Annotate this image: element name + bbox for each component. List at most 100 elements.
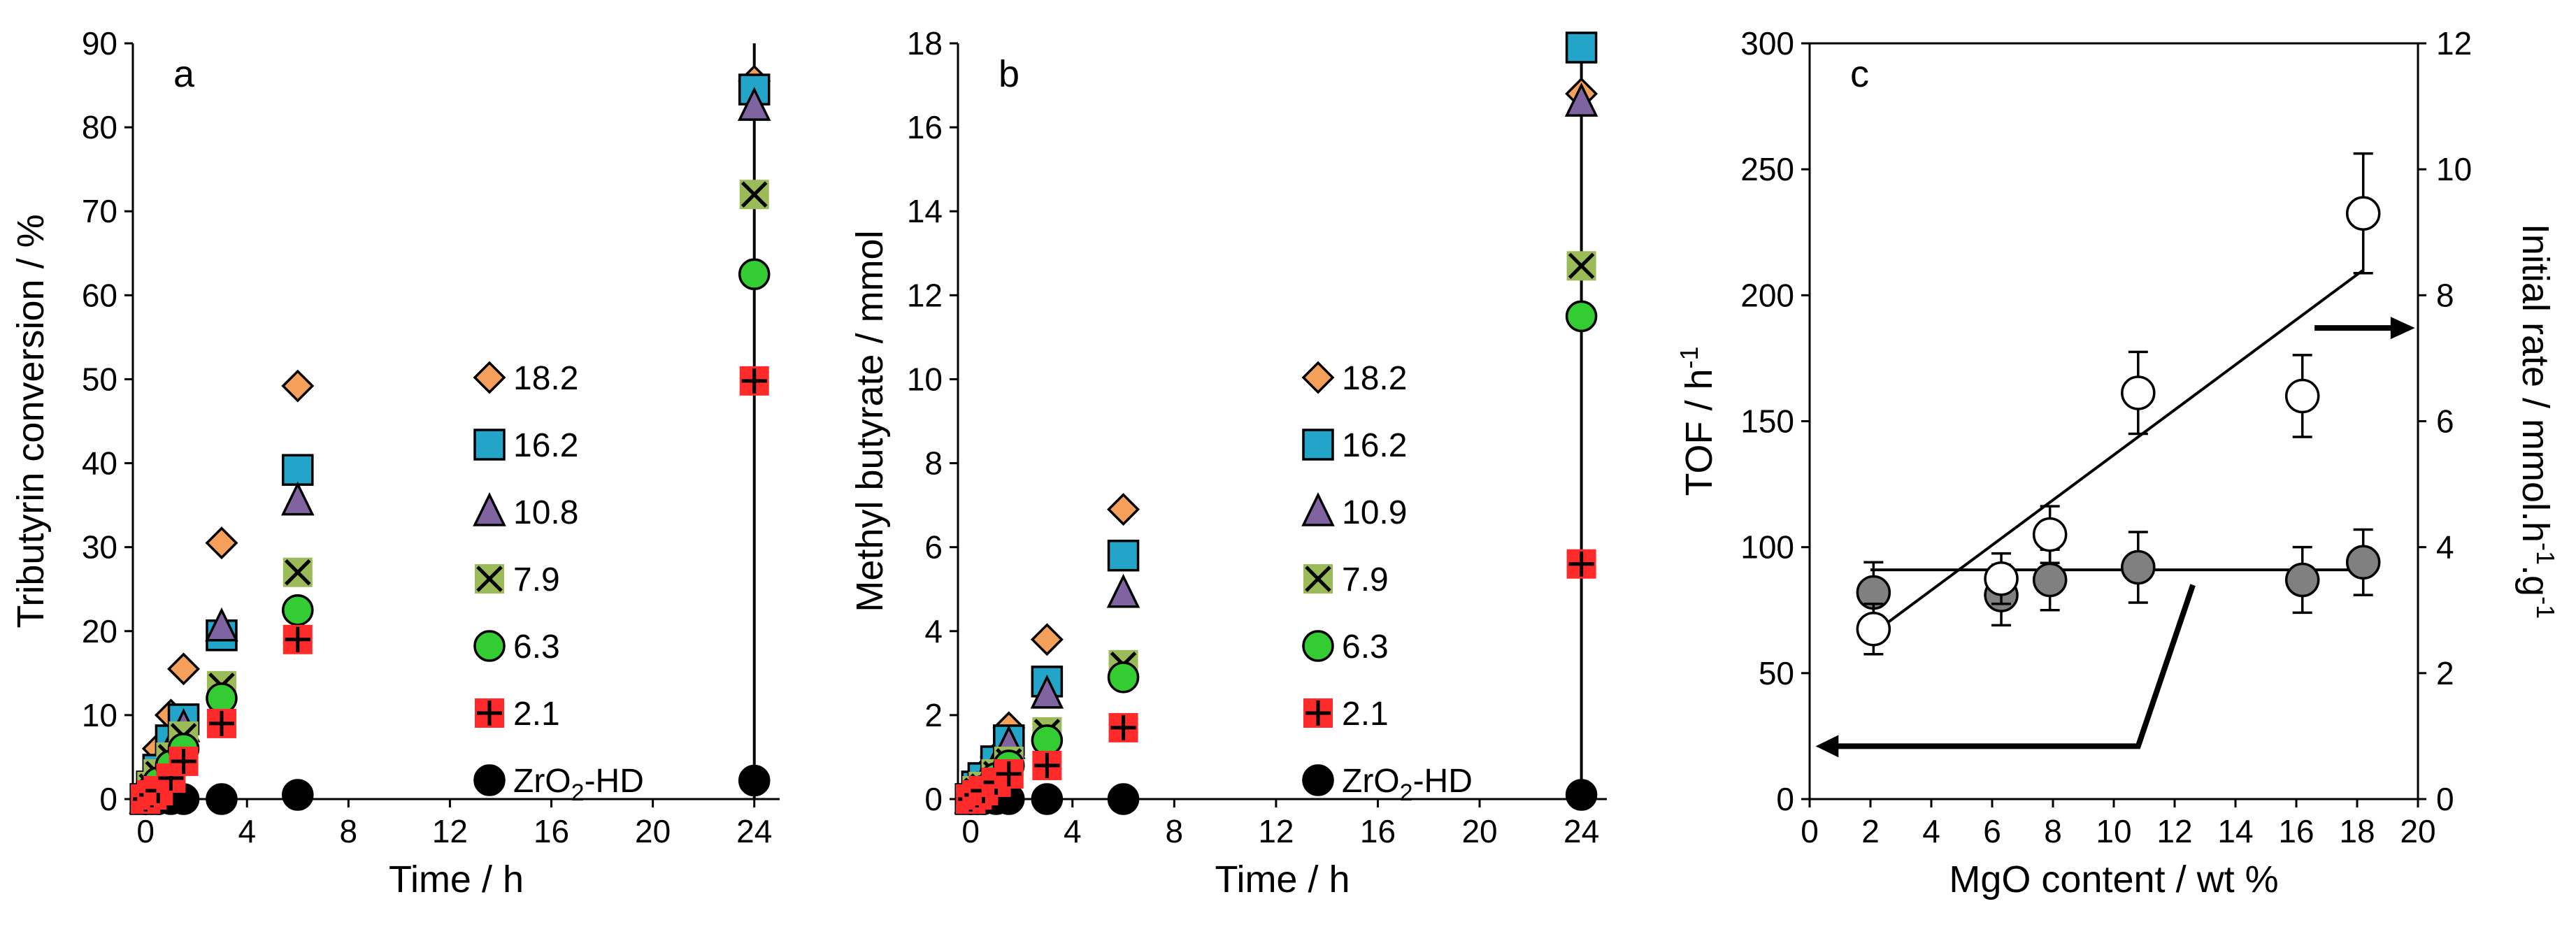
x-tick-label: 24 xyxy=(736,813,772,849)
x-tick-label: 12 xyxy=(2156,813,2192,849)
legend-marker xyxy=(1303,564,1333,594)
y2-axis-label: Initial rate / mmol.h-1.g-1 xyxy=(2514,224,2560,619)
data-point-2.1-plus xyxy=(1110,714,1136,740)
data-point-2.1-plus xyxy=(741,368,767,394)
x-axis-label: MgO content / wt % xyxy=(1949,858,2278,900)
y-tick-label: 2 xyxy=(924,697,943,733)
legend-label: 10.9 xyxy=(1342,494,1407,531)
x-tick-label: 4 xyxy=(1064,813,1082,849)
data-point-10.9 xyxy=(1030,674,1064,709)
y-tick-label: 60 xyxy=(82,277,117,313)
data-point-ZrO2-HD xyxy=(1031,783,1064,815)
tof-data-point xyxy=(2032,562,2068,598)
x-axis-label: Time / h xyxy=(1215,858,1350,900)
data-point-6.3 xyxy=(1107,661,1140,694)
data-point-2.1 xyxy=(282,624,313,654)
y-tick-label: 50 xyxy=(82,361,117,397)
data-point-2.1-plus xyxy=(1034,752,1060,778)
y-tick-label: 0 xyxy=(924,781,943,817)
y-tick-label: 200 xyxy=(1740,277,1794,313)
tof-axis-arrow xyxy=(1833,584,2196,749)
legend-label: 6.3 xyxy=(513,628,560,666)
legend-marker xyxy=(473,630,506,662)
x-tick-label: 2 xyxy=(1861,813,1880,849)
data-point-10.8 xyxy=(737,87,771,121)
x-tick-label: 12 xyxy=(1258,813,1294,849)
x-tick-label: 10 xyxy=(2096,813,2131,849)
data-point-ZrO2-HD xyxy=(282,779,314,811)
y-tick-label: 30 xyxy=(82,529,117,566)
data-point-2.1-plus xyxy=(996,761,1022,786)
data-point-7.9-cross xyxy=(740,181,768,208)
legend-marker xyxy=(475,698,504,728)
y2-tick-label: 6 xyxy=(2436,403,2454,440)
data-point-16.2 xyxy=(1107,539,1140,572)
y-tick-label: 150 xyxy=(1740,403,1794,440)
x-tick-label: 16 xyxy=(2278,813,2314,849)
x-tick-label: 0 xyxy=(961,813,980,849)
data-point-6.3 xyxy=(1031,724,1064,756)
data-point-18.2 xyxy=(1030,623,1064,656)
y2-tick-label: 10 xyxy=(2436,151,2472,187)
x-tick-label: 12 xyxy=(432,813,468,849)
x-tick-label: 0 xyxy=(136,813,155,849)
data-point-10.9 xyxy=(1564,82,1598,117)
data-point-2.1 xyxy=(1108,712,1138,742)
data-point-2.1 xyxy=(994,759,1024,789)
x-tick-label: 4 xyxy=(238,813,256,849)
legend-marker-plus xyxy=(1305,700,1331,726)
y-tick-label: 50 xyxy=(1759,655,1794,691)
legend-label: 7.9 xyxy=(1342,561,1389,598)
panel-label: c xyxy=(1850,53,1869,95)
y-tick-label: 80 xyxy=(82,109,117,145)
legend-label: ZrO2-HD xyxy=(1342,763,1473,806)
data-point-18.2 xyxy=(281,369,315,403)
y2-tick-label: 8 xyxy=(2436,277,2454,313)
data-point-6.3 xyxy=(1565,300,1598,333)
tof-data-point xyxy=(2121,549,2156,585)
data-point-10.8 xyxy=(280,481,315,516)
y2-tick-label: 2 xyxy=(2436,655,2454,691)
data-point-6.3 xyxy=(206,682,238,714)
data-point-ZrO2-HD xyxy=(738,764,771,797)
y-tick-label: 90 xyxy=(82,25,117,62)
data-point-ZrO2-HD xyxy=(1107,783,1140,815)
legend-marker xyxy=(1302,429,1334,461)
data-point-18.2 xyxy=(167,652,201,686)
x-tick-label: 16 xyxy=(1360,813,1396,849)
data-point-2.1-plus xyxy=(171,748,196,774)
tof-data-point xyxy=(2284,562,2320,598)
data-point-7.9-cross xyxy=(1568,252,1595,280)
x-tick-label: 20 xyxy=(635,813,671,849)
rate-data-point xyxy=(2345,196,2381,231)
x-tick-label: 8 xyxy=(2044,813,2062,849)
x-tick-label: 4 xyxy=(1922,813,1940,849)
legend-marker xyxy=(1302,764,1334,796)
x-tick-label: 0 xyxy=(1801,813,1819,849)
data-point-2.1 xyxy=(169,746,199,776)
data-point-10.8 xyxy=(205,607,238,642)
legend-marker xyxy=(473,764,506,796)
legend-marker-cross xyxy=(1305,566,1331,592)
legend-label: 18.2 xyxy=(513,360,578,397)
rate-data-point xyxy=(2121,375,2156,410)
panel-label: b xyxy=(999,53,1019,95)
x-tick-label: 18 xyxy=(2339,813,2375,849)
x-axis-label: Time / h xyxy=(389,858,524,900)
data-point-7.9-cross xyxy=(285,559,311,586)
rate-data-point xyxy=(2284,378,2320,414)
rate-fit-line xyxy=(1869,268,2364,637)
legend-marker xyxy=(1303,698,1333,728)
panel-a: 0 10 20 30 40 50 60 70 80 90 0 4 8 12 16 20 24 Time / h Tr… xyxy=(10,25,780,900)
data-point-ZrO2-HD xyxy=(206,783,238,815)
legend-label: 16.2 xyxy=(1342,427,1407,464)
legend-marker xyxy=(473,492,506,526)
data-point-ZrO2-HD xyxy=(1565,779,1598,811)
x-tick-label: 20 xyxy=(1461,813,1497,849)
y-tick-label: 40 xyxy=(82,445,117,482)
legend-marker xyxy=(1301,361,1335,394)
legend-marker xyxy=(473,429,506,461)
y-tick-label: 14 xyxy=(907,193,943,229)
x-tick-label: 14 xyxy=(2217,813,2253,849)
